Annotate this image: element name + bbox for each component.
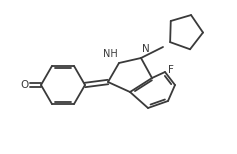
Text: N: N [142,44,150,54]
Text: F: F [168,65,174,75]
Text: NH: NH [103,49,118,59]
Text: O: O [21,80,29,90]
